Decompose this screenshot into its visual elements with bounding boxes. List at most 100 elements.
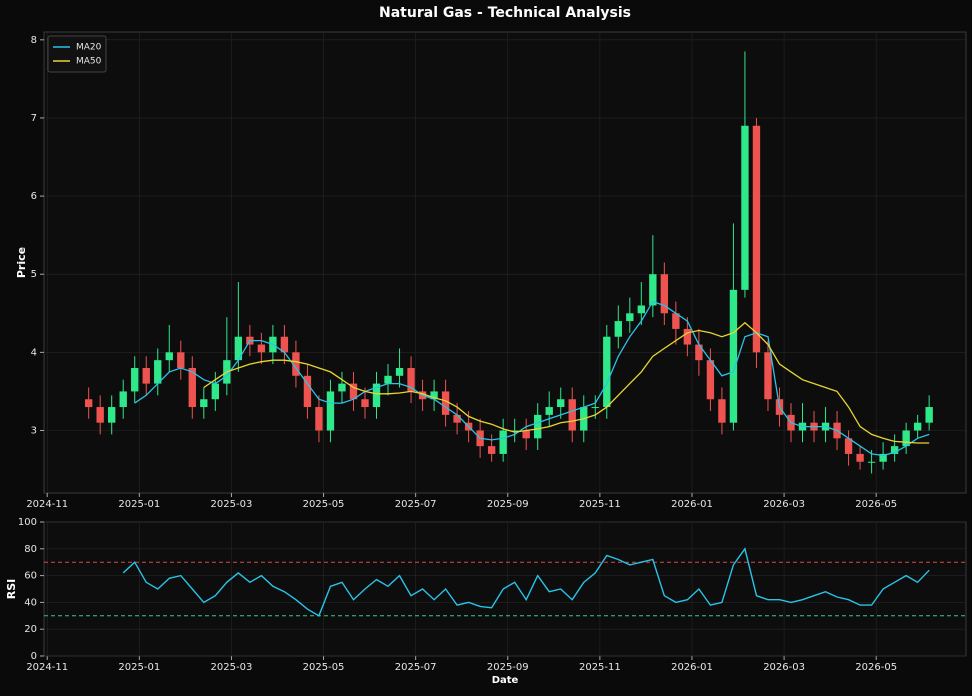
candle-body — [338, 383, 346, 392]
candle-body — [188, 367, 196, 408]
candle-body — [879, 453, 887, 462]
candle-body — [361, 399, 369, 408]
candle-body — [499, 430, 507, 454]
candle-body — [925, 407, 933, 423]
candle-body — [441, 391, 450, 415]
candle-body — [96, 407, 104, 423]
y-tick-label: 8 — [31, 35, 37, 46]
candle-body — [131, 367, 139, 392]
candle-body — [867, 461, 876, 463]
candle-body — [257, 344, 266, 353]
candle-body — [741, 125, 749, 290]
candle-body — [591, 407, 599, 409]
candle-body — [729, 289, 738, 423]
x-tick-label: 2025-09 — [487, 499, 529, 510]
candle-body — [626, 313, 634, 322]
y-tick-label: 0 — [31, 651, 37, 662]
candle-body — [718, 399, 726, 423]
line — [134, 300, 930, 457]
candle-body — [407, 367, 415, 392]
candle-body — [522, 430, 530, 439]
candle-body — [902, 430, 910, 447]
candle-body — [292, 352, 300, 376]
candle-body — [177, 352, 185, 368]
candle-body — [614, 321, 622, 337]
x-tick-label: 2025-01 — [118, 662, 160, 673]
x-tick-label: 2026-01 — [671, 499, 713, 510]
candle-body — [372, 383, 381, 408]
x-tick-label: 2025-11 — [579, 499, 621, 510]
x-tick-label: 2026-03 — [763, 662, 805, 673]
y-axis-label: RSI — [5, 579, 18, 600]
candle-body — [672, 313, 680, 329]
x-tick-label: 2025-07 — [395, 662, 437, 673]
candle-body — [487, 446, 496, 454]
candle-body — [695, 344, 703, 361]
line — [122, 547, 930, 617]
y-axis-label: Price — [15, 247, 28, 278]
candle-body — [603, 336, 611, 408]
legend — [47, 35, 107, 73]
x-tick-label: 2025-03 — [211, 499, 253, 510]
x-tick-label: 2025-09 — [487, 662, 529, 673]
y-tick-label: 100 — [18, 517, 37, 528]
candle-body — [430, 391, 438, 400]
candle-body — [349, 383, 358, 400]
candle-body — [142, 367, 150, 384]
candle-body — [752, 125, 761, 353]
candle-body — [453, 414, 461, 423]
candle-body — [154, 360, 162, 384]
candle-body — [211, 383, 220, 400]
candle-body — [764, 352, 772, 400]
candle-body — [510, 430, 519, 432]
candle-body — [649, 274, 657, 306]
x-tick-label: 2026-05 — [855, 662, 897, 673]
y-tick-label: 7 — [31, 113, 37, 124]
x-tick-label: 2024-11 — [26, 499, 68, 510]
x-tick-label: 2025-03 — [211, 662, 253, 673]
candle-body — [326, 391, 335, 431]
y-tick-label: 4 — [31, 347, 37, 358]
x-tick-label: 2025-05 — [303, 662, 345, 673]
x-tick-label: 2025-05 — [303, 499, 345, 510]
candle-body — [890, 446, 899, 454]
candle-body — [534, 414, 542, 439]
candle-body — [844, 438, 853, 454]
candle-body — [706, 360, 715, 400]
y-tick-label: 80 — [24, 544, 37, 555]
legend-label: MA20 — [76, 43, 102, 53]
candle-body — [637, 305, 646, 314]
chart-title: Natural Gas - Technical Analysis — [379, 5, 631, 21]
candle-body — [119, 391, 127, 408]
y-tick-label: 60 — [24, 571, 37, 582]
line — [203, 321, 930, 444]
y-tick-label: 40 — [24, 597, 37, 608]
x-tick-label: 2025-01 — [118, 499, 160, 510]
legend-label: MA50 — [76, 57, 102, 67]
x-tick-label: 2024-11 — [26, 662, 68, 673]
plot-area — [43, 31, 967, 494]
candle-body — [84, 399, 93, 408]
candle-body — [303, 375, 312, 408]
candle-body — [200, 399, 208, 408]
y-tick-label: 3 — [31, 425, 37, 436]
candle-body — [568, 399, 576, 431]
candle-body — [315, 407, 323, 431]
candle-body — [165, 352, 173, 361]
candle-body — [280, 336, 289, 353]
candle-body — [545, 407, 553, 415]
x-tick-label: 2026-01 — [671, 662, 713, 673]
candle-body — [395, 367, 404, 376]
candle-body — [660, 274, 669, 314]
y-tick-label: 20 — [24, 624, 37, 635]
candle-body — [557, 399, 565, 408]
x-axis-label: Date — [492, 675, 519, 686]
plot-area — [43, 521, 967, 657]
candle-body — [913, 422, 922, 431]
candle-body — [856, 453, 864, 462]
y-tick-label: 5 — [31, 269, 37, 280]
y-tick-label: 6 — [31, 191, 37, 202]
candle-body — [384, 375, 392, 384]
